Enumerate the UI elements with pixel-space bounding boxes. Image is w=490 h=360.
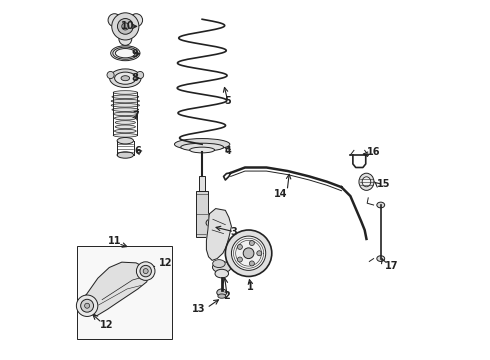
Circle shape [257, 251, 262, 256]
Circle shape [237, 257, 243, 262]
Circle shape [237, 244, 243, 249]
Ellipse shape [215, 269, 228, 278]
Ellipse shape [213, 260, 225, 267]
Text: 17: 17 [386, 261, 399, 271]
Circle shape [108, 14, 121, 27]
Circle shape [130, 14, 143, 27]
Ellipse shape [121, 76, 130, 81]
Ellipse shape [217, 289, 227, 296]
Circle shape [231, 236, 266, 270]
Ellipse shape [174, 139, 230, 150]
Ellipse shape [111, 99, 140, 103]
Circle shape [76, 295, 98, 316]
Text: 15: 15 [377, 179, 391, 189]
Ellipse shape [115, 49, 135, 58]
Ellipse shape [362, 177, 371, 187]
Ellipse shape [377, 202, 385, 208]
Bar [196, 191, 208, 237]
Circle shape [122, 23, 129, 30]
Ellipse shape [115, 125, 135, 129]
Ellipse shape [111, 104, 140, 107]
Bar [199, 176, 205, 191]
Text: 14: 14 [273, 189, 287, 199]
Ellipse shape [110, 69, 141, 87]
Text: 7: 7 [133, 111, 140, 121]
Ellipse shape [117, 138, 134, 144]
Polygon shape [206, 208, 231, 260]
Circle shape [81, 299, 94, 312]
Circle shape [140, 265, 151, 277]
Ellipse shape [115, 116, 136, 120]
Text: 8: 8 [131, 73, 138, 83]
Ellipse shape [115, 72, 136, 84]
Text: 4: 4 [225, 146, 231, 156]
Ellipse shape [190, 147, 215, 153]
Circle shape [136, 262, 155, 280]
Ellipse shape [359, 173, 374, 190]
Text: 12: 12 [100, 320, 114, 330]
Ellipse shape [113, 134, 138, 137]
Polygon shape [86, 262, 148, 316]
Ellipse shape [377, 256, 385, 261]
Circle shape [119, 32, 132, 45]
Circle shape [85, 303, 90, 308]
Ellipse shape [213, 261, 231, 273]
Text: 3: 3 [230, 227, 237, 237]
Text: 5: 5 [224, 96, 231, 107]
Bar [77, 246, 172, 339]
Text: 2: 2 [223, 291, 230, 301]
Circle shape [249, 240, 254, 246]
Ellipse shape [111, 46, 140, 61]
Circle shape [143, 269, 148, 274]
Text: 13: 13 [192, 304, 205, 314]
Ellipse shape [115, 121, 135, 124]
Text: 16: 16 [367, 147, 380, 157]
Text: 11: 11 [108, 236, 122, 246]
Circle shape [225, 230, 272, 276]
Ellipse shape [218, 294, 226, 298]
Text: 6: 6 [135, 147, 142, 157]
Circle shape [107, 71, 114, 78]
Text: 9: 9 [132, 49, 139, 59]
Ellipse shape [113, 112, 138, 116]
Ellipse shape [117, 152, 134, 158]
Circle shape [243, 248, 254, 258]
Ellipse shape [113, 91, 138, 94]
Text: 1: 1 [247, 282, 254, 292]
Text: 12: 12 [159, 258, 172, 268]
Circle shape [249, 261, 254, 266]
Ellipse shape [115, 129, 136, 133]
Circle shape [118, 18, 133, 34]
Ellipse shape [206, 219, 216, 227]
Ellipse shape [112, 108, 139, 111]
Circle shape [137, 71, 144, 78]
Text: 10: 10 [121, 21, 134, 31]
Circle shape [112, 13, 139, 40]
Ellipse shape [181, 143, 223, 151]
Ellipse shape [112, 95, 139, 99]
